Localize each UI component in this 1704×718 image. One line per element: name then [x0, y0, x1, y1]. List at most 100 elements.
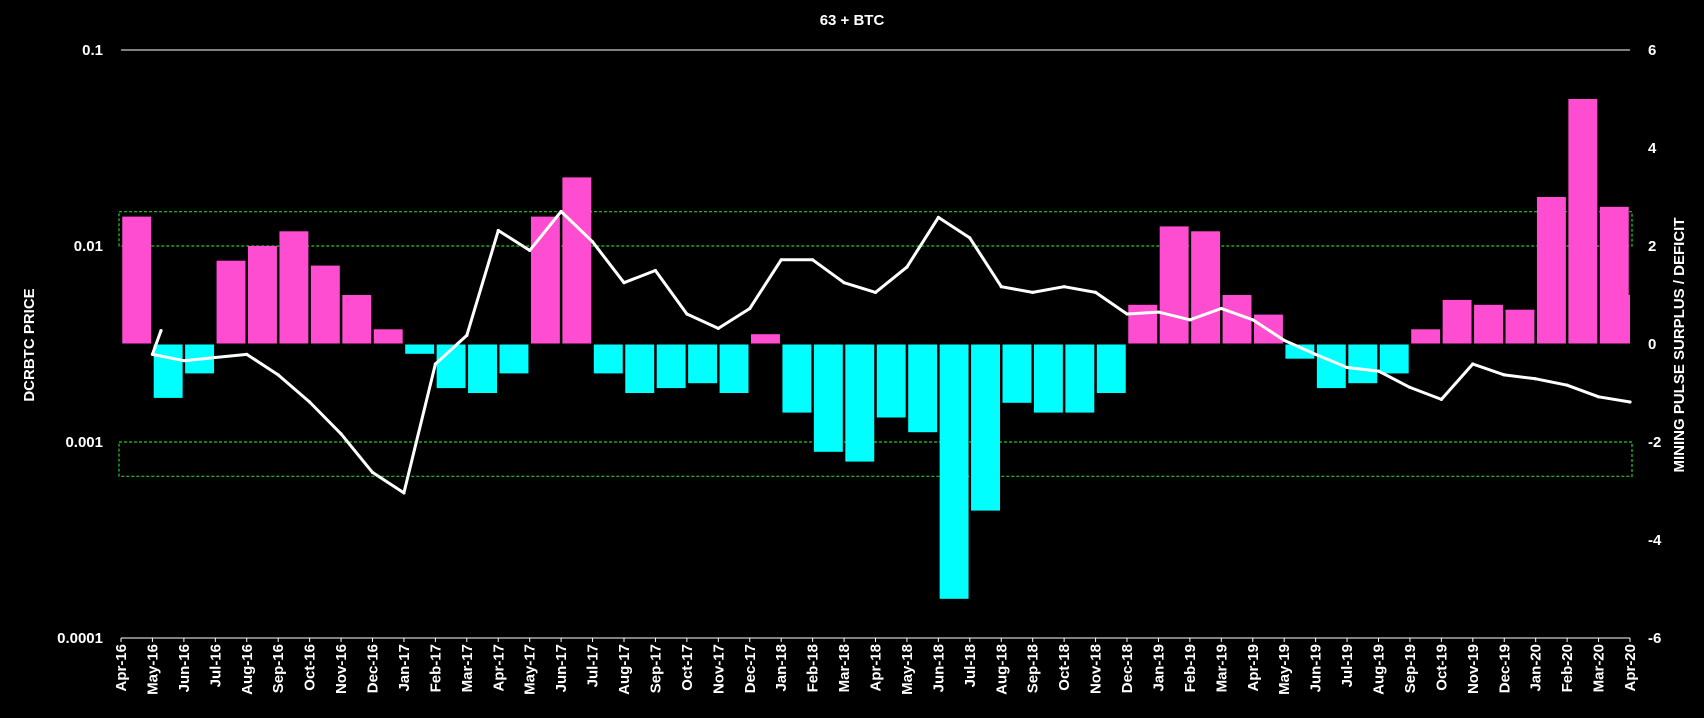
bar-Feb-19 [1191, 231, 1221, 344]
price-point-Aug-19 [1376, 369, 1381, 373]
bar-May-19 [1285, 344, 1315, 359]
price-point-Oct-18 [1062, 285, 1066, 289]
bar-Sep-17 [656, 344, 686, 389]
threshold-band-1 [118, 441, 1633, 477]
x-tick-label: Feb-17 [427, 644, 444, 692]
x-tick-label: Sep-16 [270, 644, 287, 693]
x-tick-label: Dec-17 [742, 644, 759, 693]
x-tick-label: Jan-17 [396, 644, 413, 692]
x-tick-label: Aug-16 [239, 644, 256, 695]
bar-Aug-18 [1002, 344, 1032, 403]
x-tick-label: Jan-20 [1528, 644, 1545, 692]
x-tick-label: Mar-20 [1591, 644, 1608, 692]
x-tick-label: May-17 [522, 644, 539, 695]
x-tick-label: Apr-20 [1622, 644, 1639, 692]
price-point-Mar-19 [1219, 306, 1223, 311]
x-tick-label: May-19 [1276, 644, 1293, 695]
price-point-Feb-20 [1565, 383, 1569, 387]
x-tick-label: Mar-18 [836, 644, 853, 692]
threshold-bands [118, 211, 1633, 477]
bar-Oct-16 [310, 265, 340, 344]
bar-Dec-17 [751, 334, 780, 344]
price-point-May-18 [905, 265, 909, 269]
price-point-Jun-18 [936, 215, 940, 219]
x-tick-label: Feb-19 [1182, 644, 1199, 692]
price-point-Dec-17 [748, 306, 752, 311]
price-point-Apr-20 [1628, 400, 1632, 404]
price-point-Jun-19 [1314, 352, 1318, 356]
x-tick-label: Jun-16 [176, 644, 193, 692]
x-tick-label: Jun-18 [930, 644, 947, 692]
y-right-tick-label: -2 [1648, 434, 1661, 451]
bar-Dec-18 [1128, 304, 1158, 344]
price-point-Sep-16 [276, 373, 280, 377]
y-axis-right-ticks: 6 4 2 0 -2 -4 -6 [1648, 42, 1662, 647]
price-point-Jan-19 [1156, 310, 1161, 314]
price-point-May-19 [1282, 338, 1286, 342]
price-point-Apr-17 [496, 228, 500, 233]
x-tick-label: Jan-19 [1150, 644, 1167, 692]
price-point-Dec-16 [370, 470, 375, 474]
x-tick-label: Mar-17 [459, 644, 476, 692]
bar-Dec-19 [1505, 309, 1535, 344]
price-point-Jan-17 [402, 491, 406, 495]
x-tick-label: Sep-17 [647, 644, 664, 693]
x-tick-label: Jul-16 [207, 644, 224, 687]
x-tick-label: May-18 [899, 644, 916, 695]
x-tick-label: Dec-16 [365, 644, 382, 693]
bar-Mar-18 [845, 344, 875, 462]
x-tick-label: May-16 [144, 644, 161, 695]
x-tick-label: Nov-17 [710, 644, 727, 694]
bar-Nov-19 [1474, 304, 1503, 344]
price-point-Feb-18 [811, 258, 815, 262]
x-tick-label: Apr-19 [1245, 644, 1262, 692]
price-point-Oct-19 [1439, 397, 1443, 401]
price-point-Sep-19 [1408, 385, 1412, 389]
x-tick-label: Apr-18 [868, 644, 885, 692]
x-tick-label: Jul-17 [585, 644, 602, 687]
x-tick-label: Nov-16 [333, 644, 350, 694]
x-tick-label: Jan-18 [773, 644, 790, 692]
price-point-Oct-16 [308, 400, 312, 404]
x-tick-label: Jul-18 [962, 644, 979, 687]
price-point-Mar-18 [842, 281, 846, 285]
x-tick-label: Apr-17 [490, 644, 507, 692]
bar-Mar-19 [1222, 295, 1252, 344]
x-tick-label: Sep-19 [1402, 644, 1419, 693]
x-tick-label: Oct-19 [1433, 644, 1450, 691]
y-right-tick-label: -4 [1648, 532, 1662, 549]
price-point-Apr-16 [159, 329, 163, 333]
y-right-tick-label: -6 [1648, 630, 1661, 647]
bar-Jul-17 [593, 344, 623, 374]
price-line [150, 209, 1632, 495]
bar-Oct-18 [1065, 344, 1095, 413]
x-tick-label: Aug-18 [993, 644, 1010, 695]
bar-Jul-19 [1348, 344, 1378, 384]
bar-Jul-18 [971, 344, 1000, 511]
price-point-Nov-19 [1471, 362, 1475, 366]
x-tick-label: Aug-17 [616, 644, 633, 695]
bar-Feb-20 [1568, 99, 1598, 344]
price-point-May-16 [150, 352, 155, 356]
y-left-tick-label: 0.001 [65, 434, 103, 451]
x-axis-ticks: Apr-16 May-16 Jun-16 Jul-16 Aug-16 Sep-16 Oct-… [113, 638, 1639, 695]
bar-Mar-17 [468, 344, 497, 393]
x-tick-label: Aug-19 [1371, 644, 1388, 695]
bar-Apr-20 [1601, 295, 1630, 344]
price-point-Nov-17 [716, 326, 720, 330]
bar-Jun-17 [562, 177, 592, 344]
bar-Jul-16 [216, 260, 246, 344]
price-point-Nov-18 [1093, 290, 1098, 294]
price-point-Aug-17 [622, 281, 626, 285]
price-point-Feb-17 [433, 362, 437, 366]
x-tick-label: Oct-18 [1056, 644, 1073, 691]
bar-Nov-16 [342, 295, 372, 344]
bar-Sep-19 [1411, 329, 1441, 344]
price-point-Jul-17 [590, 240, 595, 244]
price-point-Jun-16 [182, 359, 186, 363]
y-axis-left-ticks: 0.1 0.01 0.001 0.0001 [57, 42, 103, 647]
y-right-tick-label: 2 [1648, 238, 1656, 255]
bar-Apr-17 [499, 344, 529, 374]
x-tick-label: Mar-19 [1213, 644, 1230, 692]
